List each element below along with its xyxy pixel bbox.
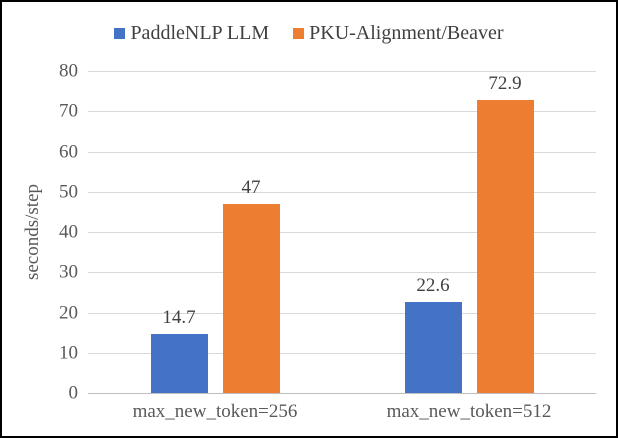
gridline (88, 352, 596, 354)
y-tick-label: 50 (59, 181, 78, 203)
gridline (88, 272, 596, 274)
y-tick-label: 10 (59, 342, 78, 364)
data-label-paddlenlp-256: 14.7 (162, 306, 196, 328)
gridline (88, 191, 596, 193)
gridline (88, 232, 596, 233)
legend-label: PaddleNLP LLM (130, 22, 270, 44)
legend-item-paddlenlp: PaddleNLP LLM (114, 22, 269, 45)
legend-swatch-orange (293, 28, 305, 39)
gridline (88, 111, 596, 113)
data-label-beaver-256: 47 (241, 176, 261, 198)
legend: PaddleNLP LLM PKU-Alignment/Beaver (2, 22, 616, 45)
bar-column: 14.7 (150, 71, 208, 393)
legend-label: PKU-Alignment/Beaver (309, 22, 504, 44)
y-axis-tick-labels: 80 70 60 50 40 30 20 10 0 (2, 62, 78, 403)
bar-column: 47 (222, 71, 280, 393)
y-tick-label: 70 (59, 100, 78, 122)
y-tick-label: 20 (59, 302, 78, 323)
bar-paddlenlp-512 (404, 302, 462, 393)
gridline (88, 312, 596, 314)
data-label-beaver-512: 72.9 (488, 72, 522, 94)
x-axis-label-512: max_new_token=512 (386, 401, 552, 422)
bar-groups: 14.7 47 22.6 72.9 (88, 71, 596, 393)
plot-area: 14.7 47 22.6 72.9 (88, 71, 596, 394)
bar-column: 22.6 (404, 71, 462, 393)
x-axis-line (88, 393, 596, 394)
y-tick-label: 60 (59, 141, 78, 162)
x-axis-label-256: max_new_token=256 (132, 401, 298, 422)
y-tick-label: 40 (59, 221, 78, 243)
bar-group-256: 14.7 47 (88, 71, 342, 393)
legend-swatch-blue (114, 28, 126, 39)
bar-group-512: 22.6 72.9 (342, 71, 596, 393)
y-tick-label: 0 (68, 382, 79, 404)
y-tick-label: 30 (59, 261, 78, 283)
bar-beaver-256 (222, 203, 280, 393)
bar-beaver-512 (476, 99, 534, 393)
legend-item-beaver: PKU-Alignment/Beaver (293, 22, 504, 45)
data-label-paddlenlp-512: 22.6 (416, 275, 450, 297)
x-axis-labels: max_new_token=256 max_new_token=512 (88, 401, 596, 423)
gridline (88, 151, 596, 153)
bar-paddlenlp-256 (150, 333, 208, 393)
gridline (88, 71, 596, 72)
bar-column: 72.9 (476, 71, 534, 393)
y-tick-label: 80 (59, 60, 78, 82)
